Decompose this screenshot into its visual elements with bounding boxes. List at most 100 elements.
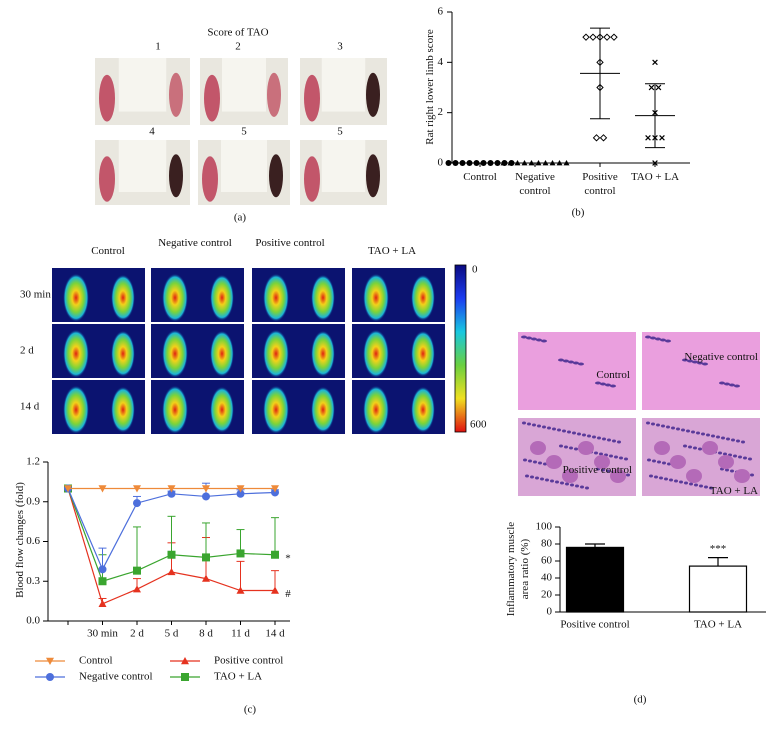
row-label: 14 d <box>20 401 40 413</box>
panel-label: (d) <box>634 694 647 706</box>
nucleus <box>674 479 678 483</box>
bar <box>688 565 748 613</box>
nucleus <box>681 428 685 432</box>
panel-label: (c) <box>244 704 257 716</box>
nucleus <box>521 335 527 339</box>
nucleus <box>709 486 713 490</box>
paw <box>169 72 183 117</box>
nucleus <box>655 337 661 341</box>
x-tick-label: 8 d <box>199 628 213 640</box>
fiber <box>562 469 578 483</box>
nucleus <box>531 337 537 341</box>
nucleus <box>688 445 692 449</box>
paw <box>99 156 115 202</box>
nucleus <box>575 484 579 488</box>
y-tick-label: 0 <box>438 157 444 169</box>
perfusion-blob <box>363 329 389 379</box>
marker <box>236 586 245 594</box>
nucleus <box>719 381 725 385</box>
marker <box>507 160 514 166</box>
perfusion-blob <box>63 385 89 435</box>
nucleus <box>597 436 601 440</box>
nucleus <box>683 444 687 448</box>
marker <box>599 134 608 142</box>
perfusion-blob <box>311 386 335 433</box>
nucleus <box>570 483 574 487</box>
nucleus <box>696 431 700 435</box>
nucleus <box>666 425 670 429</box>
legend-label: TAO + LA <box>214 671 262 683</box>
nucleus <box>558 358 564 362</box>
marker <box>98 577 107 586</box>
nucleus <box>701 432 705 436</box>
nucleus <box>733 454 737 458</box>
marker <box>500 160 507 166</box>
histology-image <box>518 418 636 496</box>
paw <box>269 154 283 198</box>
nucleus <box>582 433 586 437</box>
nucleus <box>662 461 666 465</box>
column-label: TAO + LA <box>367 245 417 257</box>
nucleus <box>734 384 740 388</box>
nucleus <box>743 456 747 460</box>
nucleus <box>569 446 573 450</box>
nucleus <box>724 382 730 386</box>
score-label: 1 <box>155 41 161 53</box>
x-tick-label: 5 d <box>165 628 179 640</box>
y-tick-label: 80 <box>541 538 553 550</box>
fiber <box>734 469 750 483</box>
nucleus <box>595 381 601 385</box>
perfusion-blob <box>210 274 234 321</box>
nucleus <box>679 480 683 484</box>
marker <box>652 160 658 166</box>
nucleus <box>699 484 703 488</box>
perfusion-blob <box>363 385 389 435</box>
nucleus <box>572 431 576 435</box>
nucleus <box>729 383 735 387</box>
nucleus <box>698 447 702 451</box>
nucleus <box>671 426 675 430</box>
marker <box>181 657 189 665</box>
nucleus <box>664 477 668 481</box>
nucleus <box>748 457 752 461</box>
photo-fur <box>222 58 266 112</box>
paw <box>304 156 320 202</box>
nucleus <box>667 462 671 466</box>
bar <box>565 546 625 613</box>
nucleus <box>605 383 611 387</box>
marker <box>133 485 141 493</box>
perfusion-blob <box>263 273 289 323</box>
nucleus <box>535 476 539 480</box>
nucleus <box>657 460 661 464</box>
nucleus <box>585 486 589 490</box>
y-tick-label: 0 <box>547 606 553 618</box>
marker <box>167 567 176 576</box>
perfusion-blob <box>63 329 89 379</box>
nucleus <box>718 451 722 455</box>
marker <box>652 59 658 66</box>
fiber <box>654 441 670 455</box>
histology-label: Negative control <box>684 351 758 363</box>
y-tick-label: 0.3 <box>26 575 40 587</box>
nucleus <box>614 455 618 459</box>
nucleus <box>557 428 561 432</box>
marker <box>589 33 597 41</box>
nucleus <box>738 455 742 459</box>
marker <box>133 566 141 575</box>
column-label: Control <box>91 245 125 257</box>
nucleus <box>617 440 621 444</box>
marker <box>202 574 210 582</box>
nucleus <box>682 358 688 362</box>
nucleus <box>610 384 616 388</box>
histology-label: TAO + LA <box>709 485 758 497</box>
nucleus <box>526 336 532 340</box>
marker <box>648 84 655 91</box>
nucleus <box>599 452 603 456</box>
nucleus <box>626 473 630 477</box>
y-axis-label: Rat right lower limb score <box>424 29 436 145</box>
nucleus <box>725 468 729 472</box>
nucleus <box>692 360 698 364</box>
fiber <box>594 455 610 469</box>
annotation: * <box>285 552 291 564</box>
nucleus <box>562 429 566 433</box>
